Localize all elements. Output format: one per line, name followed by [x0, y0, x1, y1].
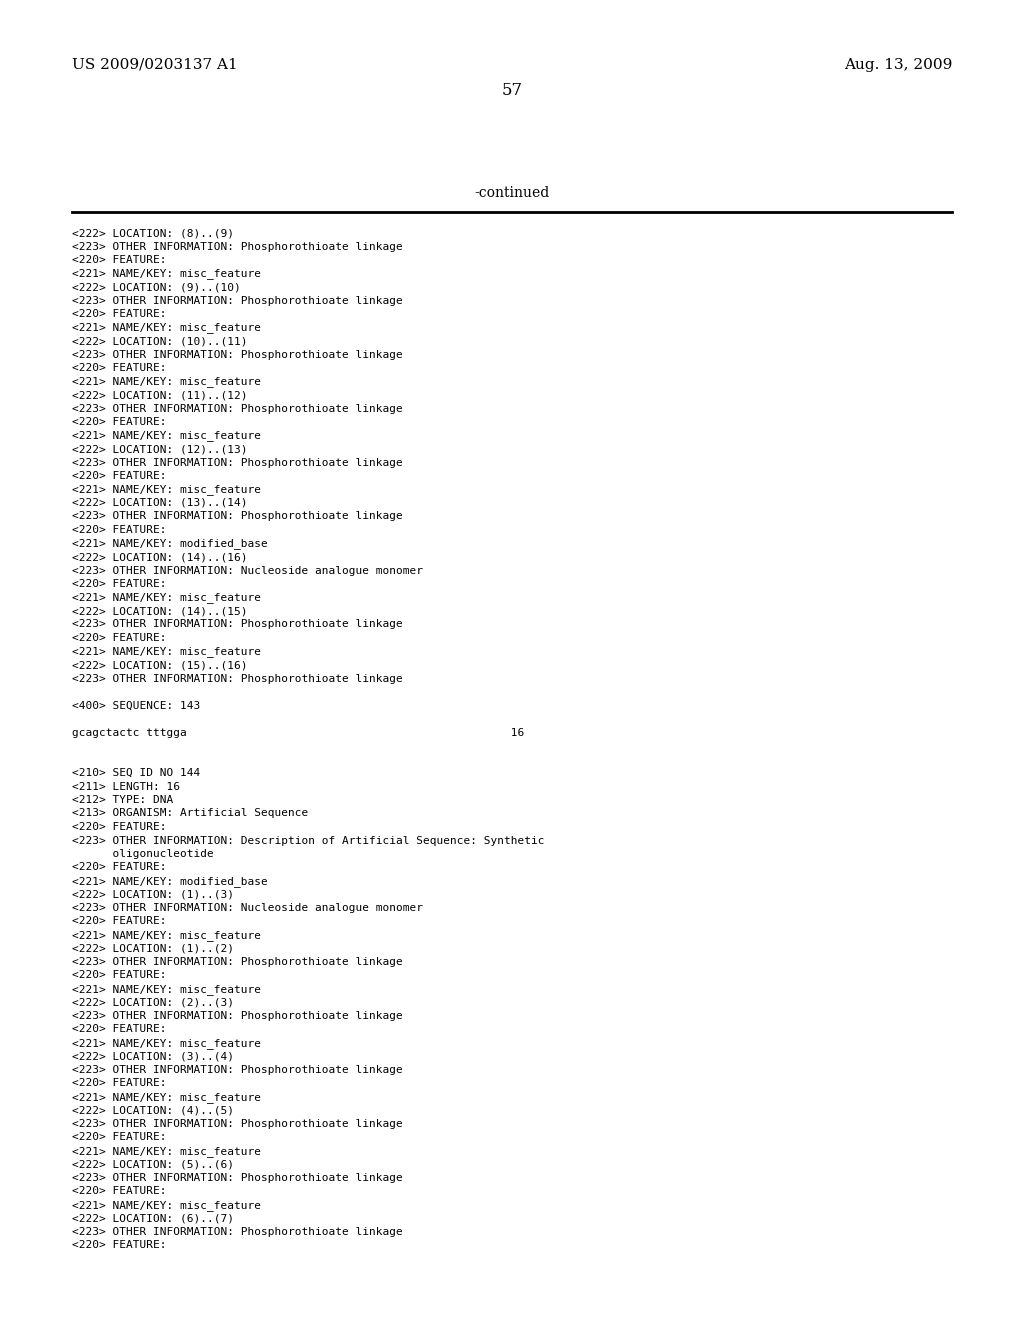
Text: gcagctactc tttgga                                                16: gcagctactc tttgga 16 [72, 727, 524, 738]
Text: <222> LOCATION: (3)..(4): <222> LOCATION: (3)..(4) [72, 1052, 234, 1061]
Text: <220> FEATURE:: <220> FEATURE: [72, 1241, 167, 1250]
Text: <223> OTHER INFORMATION: Phosphorothioate linkage: <223> OTHER INFORMATION: Phosphorothioat… [72, 458, 402, 467]
Text: <221> NAME/KEY: misc_feature: <221> NAME/KEY: misc_feature [72, 430, 261, 441]
Text: <221> NAME/KEY: misc_feature: <221> NAME/KEY: misc_feature [72, 983, 261, 995]
Text: <221> NAME/KEY: misc_feature: <221> NAME/KEY: misc_feature [72, 1038, 261, 1049]
Text: <221> NAME/KEY: misc_feature: <221> NAME/KEY: misc_feature [72, 931, 261, 941]
Text: <221> NAME/KEY: misc_feature: <221> NAME/KEY: misc_feature [72, 647, 261, 657]
Text: <211> LENGTH: 16: <211> LENGTH: 16 [72, 781, 180, 792]
Text: oligonucleotide: oligonucleotide [72, 849, 214, 859]
Text: <223> OTHER INFORMATION: Phosphorothioate linkage: <223> OTHER INFORMATION: Phosphorothioat… [72, 296, 402, 305]
Text: <221> NAME/KEY: modified_base: <221> NAME/KEY: modified_base [72, 539, 267, 549]
Text: <222> LOCATION: (14)..(15): <222> LOCATION: (14)..(15) [72, 606, 248, 616]
Text: <222> LOCATION: (1)..(3): <222> LOCATION: (1)..(3) [72, 890, 234, 899]
Text: <221> NAME/KEY: misc_feature: <221> NAME/KEY: misc_feature [72, 1200, 261, 1210]
Text: <222> LOCATION: (6)..(7): <222> LOCATION: (6)..(7) [72, 1213, 234, 1224]
Text: <220> FEATURE:: <220> FEATURE: [72, 309, 167, 319]
Text: <223> OTHER INFORMATION: Phosphorothioate linkage: <223> OTHER INFORMATION: Phosphorothioat… [72, 673, 402, 684]
Text: <221> NAME/KEY: misc_feature: <221> NAME/KEY: misc_feature [72, 322, 261, 334]
Text: <220> FEATURE:: <220> FEATURE: [72, 417, 167, 426]
Text: <221> NAME/KEY: misc_feature: <221> NAME/KEY: misc_feature [72, 1146, 261, 1156]
Text: US 2009/0203137 A1: US 2009/0203137 A1 [72, 58, 238, 73]
Text: <223> OTHER INFORMATION: Phosphorothioate linkage: <223> OTHER INFORMATION: Phosphorothioat… [72, 1011, 402, 1020]
Text: <222> LOCATION: (15)..(16): <222> LOCATION: (15)..(16) [72, 660, 248, 671]
Text: <220> FEATURE:: <220> FEATURE: [72, 255, 167, 265]
Text: <221> NAME/KEY: misc_feature: <221> NAME/KEY: misc_feature [72, 268, 261, 280]
Text: <221> NAME/KEY: misc_feature: <221> NAME/KEY: misc_feature [72, 484, 261, 495]
Text: <222> LOCATION: (8)..(9): <222> LOCATION: (8)..(9) [72, 228, 234, 238]
Text: <223> OTHER INFORMATION: Nucleoside analogue monomer: <223> OTHER INFORMATION: Nucleoside anal… [72, 565, 423, 576]
Text: <220> FEATURE:: <220> FEATURE: [72, 579, 167, 589]
Text: <221> NAME/KEY: modified_base: <221> NAME/KEY: modified_base [72, 876, 267, 887]
Text: <220> FEATURE:: <220> FEATURE: [72, 862, 167, 873]
Text: <220> FEATURE:: <220> FEATURE: [72, 634, 167, 643]
Text: <222> LOCATION: (13)..(14): <222> LOCATION: (13)..(14) [72, 498, 248, 508]
Text: <222> LOCATION: (4)..(5): <222> LOCATION: (4)..(5) [72, 1106, 234, 1115]
Text: <222> LOCATION: (14)..(16): <222> LOCATION: (14)..(16) [72, 552, 248, 562]
Text: <223> OTHER INFORMATION: Phosphorothioate linkage: <223> OTHER INFORMATION: Phosphorothioat… [72, 1173, 402, 1183]
Text: <222> LOCATION: (10)..(11): <222> LOCATION: (10)..(11) [72, 337, 248, 346]
Text: -continued: -continued [474, 186, 550, 201]
Text: <400> SEQUENCE: 143: <400> SEQUENCE: 143 [72, 701, 201, 710]
Text: <210> SEQ ID NO 144: <210> SEQ ID NO 144 [72, 768, 201, 777]
Text: <221> NAME/KEY: misc_feature: <221> NAME/KEY: misc_feature [72, 1092, 261, 1104]
Text: <223> OTHER INFORMATION: Phosphorothioate linkage: <223> OTHER INFORMATION: Phosphorothioat… [72, 957, 402, 968]
Text: <223> OTHER INFORMATION: Phosphorothioate linkage: <223> OTHER INFORMATION: Phosphorothioat… [72, 619, 402, 630]
Text: <220> FEATURE:: <220> FEATURE: [72, 970, 167, 981]
Text: <223> OTHER INFORMATION: Phosphorothioate linkage: <223> OTHER INFORMATION: Phosphorothioat… [72, 1228, 402, 1237]
Text: <222> LOCATION: (1)..(2): <222> LOCATION: (1)..(2) [72, 944, 234, 953]
Text: <222> LOCATION: (9)..(10): <222> LOCATION: (9)..(10) [72, 282, 241, 292]
Text: <222> LOCATION: (11)..(12): <222> LOCATION: (11)..(12) [72, 389, 248, 400]
Text: <223> OTHER INFORMATION: Phosphorothioate linkage: <223> OTHER INFORMATION: Phosphorothioat… [72, 242, 402, 252]
Text: <220> FEATURE:: <220> FEATURE: [72, 525, 167, 535]
Text: <223> OTHER INFORMATION: Phosphorothioate linkage: <223> OTHER INFORMATION: Phosphorothioat… [72, 350, 402, 359]
Text: <221> NAME/KEY: misc_feature: <221> NAME/KEY: misc_feature [72, 593, 261, 603]
Text: <223> OTHER INFORMATION: Phosphorothioate linkage: <223> OTHER INFORMATION: Phosphorothioat… [72, 404, 402, 413]
Text: <222> LOCATION: (12)..(13): <222> LOCATION: (12)..(13) [72, 444, 248, 454]
Text: <222> LOCATION: (5)..(6): <222> LOCATION: (5)..(6) [72, 1159, 234, 1170]
Text: Aug. 13, 2009: Aug. 13, 2009 [844, 58, 952, 73]
Text: <223> OTHER INFORMATION: Phosphorothioate linkage: <223> OTHER INFORMATION: Phosphorothioat… [72, 1065, 402, 1074]
Text: <223> OTHER INFORMATION: Phosphorothioate linkage: <223> OTHER INFORMATION: Phosphorothioat… [72, 511, 402, 521]
Text: <220> FEATURE:: <220> FEATURE: [72, 1024, 167, 1035]
Text: <220> FEATURE:: <220> FEATURE: [72, 1187, 167, 1196]
Text: <220> FEATURE:: <220> FEATURE: [72, 1078, 167, 1089]
Text: <223> OTHER INFORMATION: Description of Artificial Sequence: Synthetic: <223> OTHER INFORMATION: Description of … [72, 836, 545, 846]
Text: <213> ORGANISM: Artificial Sequence: <213> ORGANISM: Artificial Sequence [72, 808, 308, 818]
Text: <220> FEATURE:: <220> FEATURE: [72, 822, 167, 832]
Text: <220> FEATURE:: <220> FEATURE: [72, 1133, 167, 1143]
Text: <223> OTHER INFORMATION: Nucleoside analogue monomer: <223> OTHER INFORMATION: Nucleoside anal… [72, 903, 423, 913]
Text: <220> FEATURE:: <220> FEATURE: [72, 916, 167, 927]
Text: <220> FEATURE:: <220> FEATURE: [72, 363, 167, 374]
Text: <222> LOCATION: (2)..(3): <222> LOCATION: (2)..(3) [72, 998, 234, 1007]
Text: <220> FEATURE:: <220> FEATURE: [72, 471, 167, 480]
Text: <221> NAME/KEY: misc_feature: <221> NAME/KEY: misc_feature [72, 376, 261, 387]
Text: <212> TYPE: DNA: <212> TYPE: DNA [72, 795, 173, 805]
Text: <223> OTHER INFORMATION: Phosphorothioate linkage: <223> OTHER INFORMATION: Phosphorothioat… [72, 1119, 402, 1129]
Text: 57: 57 [502, 82, 522, 99]
